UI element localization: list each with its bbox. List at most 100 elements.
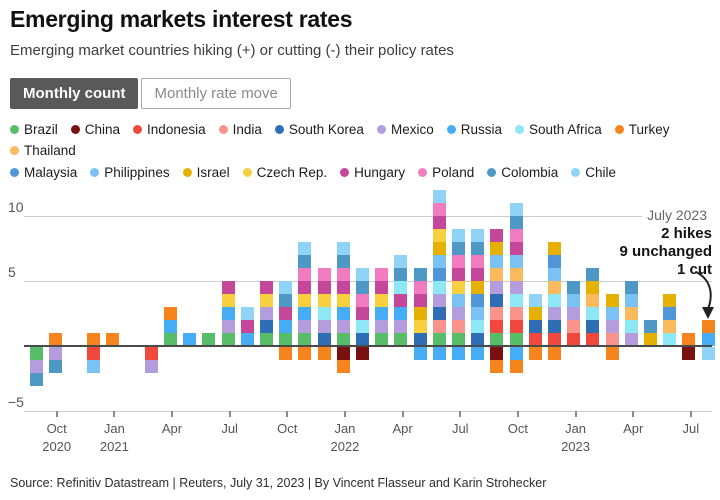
legend-item-south-korea[interactable]: South Korea: [274, 122, 364, 137]
bar-segment-hike: [586, 320, 600, 333]
legend-item-mexico[interactable]: Mexico: [376, 122, 434, 137]
legend-item-israel[interactable]: Israel: [182, 165, 230, 180]
x-axis-tick: [55, 411, 58, 417]
legend-item-turkey[interactable]: Turkey: [614, 122, 670, 137]
legend-label: India: [232, 122, 262, 137]
bar-segment-hike: [624, 320, 638, 333]
bar-segment-hike: [298, 255, 312, 268]
bar-segment-cut: [87, 347, 101, 360]
bar-segment-cut: [355, 347, 369, 360]
bar-segment-hike: [336, 281, 350, 294]
legend-dot-icon: [340, 168, 350, 177]
bar-segment-hike: [317, 294, 331, 307]
bar-segment-hike: [279, 281, 293, 294]
bar-segment-hike: [317, 333, 331, 346]
legend-dot-icon: [10, 168, 19, 177]
bar-segment-hike: [451, 255, 465, 268]
bar-segment-cut: [279, 347, 293, 360]
legend-label: Poland: [432, 165, 475, 180]
legend-item-czech-rep-[interactable]: Czech Rep.: [242, 165, 327, 180]
bar-segment-hike: [221, 294, 235, 307]
legend-item-thailand[interactable]: Thailand: [10, 143, 76, 158]
bar-segment-hike: [605, 294, 619, 307]
bar-segment-cut: [432, 347, 446, 360]
bar-segment-hike: [547, 320, 561, 333]
bar-segment-hike: [202, 333, 216, 346]
bar-segment-cut: [144, 347, 158, 360]
bar-segment-cut: [336, 347, 350, 360]
bar-segment-hike: [336, 268, 350, 281]
plot-area: July 2023 2 hikes 9 unchanged 1 cut 10 5 −…: [0, 185, 720, 475]
bar-segment-hike: [394, 294, 408, 307]
legend-label: Chile: [585, 165, 617, 180]
legend-item-philippines[interactable]: Philippines: [90, 165, 170, 180]
bar-segment-hike: [605, 320, 619, 333]
legend-dot-icon: [133, 125, 143, 134]
bar-segment-hike: [317, 307, 331, 320]
bar-segment-hike: [394, 255, 408, 268]
legend-item-poland[interactable]: Poland: [418, 165, 474, 180]
bar-segment-cut: [509, 347, 523, 360]
x-axis-tick: [401, 411, 404, 417]
legend-item-south-africa[interactable]: South Africa: [514, 122, 602, 137]
bar-segment-hike: [490, 229, 504, 242]
bar-segment-hike: [624, 294, 638, 307]
legend-item-russia[interactable]: Russia: [446, 122, 502, 137]
legend-item-chile[interactable]: Chile: [571, 165, 616, 180]
legend-dot-icon: [10, 146, 19, 155]
bar-segment-cut: [87, 360, 101, 373]
legend-row-2: Malaysia Philippines Israel Czech Rep. Hunga…: [10, 165, 714, 180]
legend-item-brazil[interactable]: Brazil: [10, 122, 58, 137]
legend-label: Israel: [196, 165, 230, 180]
bar-segment-hike: [451, 229, 465, 242]
bar-segment-hike: [528, 294, 542, 307]
bar-segment-hike: [471, 229, 485, 242]
x-axis-label-month: Apr: [623, 421, 644, 436]
bar-segment-hike: [490, 242, 504, 255]
bar-segment-cut: [701, 347, 715, 360]
bar-segment-hike: [87, 333, 101, 346]
bar-segment-hike: [471, 333, 485, 346]
bar-segment-hike: [394, 333, 408, 346]
bar-segment-hike: [624, 281, 638, 294]
bar-segment-hike: [567, 294, 581, 307]
bar-segment-hike: [413, 307, 427, 320]
bar-segment-hike: [490, 294, 504, 307]
bar-segment-hike: [336, 294, 350, 307]
bar-segment-hike: [451, 242, 465, 255]
bar-segment-hike: [432, 294, 446, 307]
annotation-unchanged: 9 unchanged: [619, 243, 712, 260]
bar-segment-cut: [29, 347, 43, 360]
bar-segment-hike: [259, 333, 273, 346]
legend-item-colombia[interactable]: Colombia: [487, 165, 558, 180]
legend-item-indonesia[interactable]: Indonesia: [133, 122, 206, 137]
x-axis-label-month: Jul: [451, 421, 469, 436]
bar-segment-hike: [547, 294, 561, 307]
x-axis-label-month: Jan: [334, 421, 356, 436]
legend-item-india[interactable]: India: [218, 122, 262, 137]
x-axis-tick: [689, 411, 692, 417]
toggle-monthly-rate-move[interactable]: Monthly rate move: [141, 78, 291, 109]
bar-segment-hike: [375, 320, 389, 333]
x-axis-label-month: Jan: [565, 421, 587, 436]
legend-label: China: [84, 122, 121, 137]
legend-dot-icon: [614, 125, 624, 134]
bar-segment-hike: [509, 242, 523, 255]
bar-segment-cut: [298, 347, 312, 360]
bar-segment-hike: [509, 216, 523, 229]
bar-segment-hike: [586, 333, 600, 346]
legend-item-malaysia[interactable]: Malaysia: [10, 165, 77, 180]
legend-row-1: Brazil China Indonesia India South Korea Mexi…: [10, 122, 714, 158]
legend-dot-icon: [90, 168, 100, 177]
zero-baseline: [24, 345, 712, 347]
toggle-monthly-count[interactable]: Monthly count: [10, 78, 139, 109]
bar-segment-hike: [279, 307, 293, 320]
x-axis-label-year: 2020: [42, 439, 72, 454]
legend-item-hungary[interactable]: Hungary: [340, 165, 405, 180]
bar-segment-hike: [586, 281, 600, 294]
bar-segment-hike: [336, 242, 350, 255]
bar-segment-hike: [298, 307, 312, 320]
bar-segment-hike: [643, 333, 657, 346]
bar-segment-hike: [413, 268, 427, 281]
legend-item-china[interactable]: China: [70, 122, 121, 137]
